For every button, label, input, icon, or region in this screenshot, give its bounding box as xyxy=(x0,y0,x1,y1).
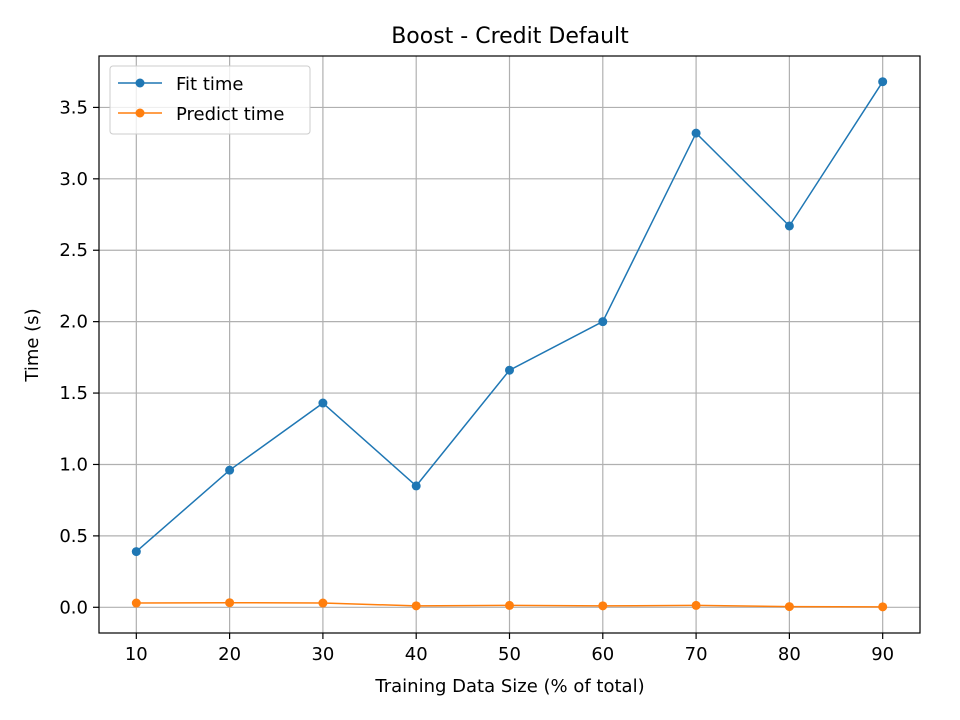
data-point-fit-time xyxy=(691,128,701,138)
y-tick-label: 3.0 xyxy=(59,169,88,190)
data-point-fit-time xyxy=(411,481,421,491)
legend-marker-fit-time xyxy=(135,78,145,88)
y-tick-label: 1.0 xyxy=(59,454,88,475)
x-axis-label: Training Data Size (% of total) xyxy=(374,676,644,697)
data-point-fit-time xyxy=(784,221,794,231)
data-point-predict-time xyxy=(225,598,235,608)
data-point-fit-time xyxy=(225,465,235,475)
y-tick-label: 3.5 xyxy=(59,97,88,118)
legend-marker-predict-time xyxy=(135,108,145,118)
y-tick-label: 2.0 xyxy=(59,312,88,333)
data-point-predict-time xyxy=(691,600,701,610)
axis-ticks: 10 20 30 40 50 60 70 80 90 0.0 0.5 1.0 1.5 2.0 2.5 3.0 3… xyxy=(59,97,894,665)
x-tick-label: 50 xyxy=(498,644,521,665)
y-tick-label: 0.5 xyxy=(59,526,88,547)
plot-frame xyxy=(98,55,921,634)
y-tick-label: 2.5 xyxy=(59,240,88,261)
x-tick-label: 30 xyxy=(311,644,334,665)
y-axis-label: Time (s) xyxy=(22,308,43,382)
x-tick-label: 70 xyxy=(685,644,708,665)
chart-title: Boost - Credit Default xyxy=(391,24,629,49)
legend: Fit time Predict time xyxy=(109,65,311,135)
y-tick-label: 1.5 xyxy=(59,383,88,404)
data-point-predict-time xyxy=(318,598,328,608)
data-point-fit-time xyxy=(598,317,608,327)
legend-label-predict-time: Predict time xyxy=(176,104,284,125)
data-point-predict-time xyxy=(598,601,608,611)
x-tick-label: 90 xyxy=(871,644,894,665)
legend-label-fit-time: Fit time xyxy=(176,74,244,95)
x-tick-label: 10 xyxy=(125,644,148,665)
data-series xyxy=(131,77,888,612)
data-point-predict-time xyxy=(784,602,794,612)
data-point-fit-time xyxy=(878,77,888,87)
y-tick-label: 0.0 xyxy=(59,597,88,618)
x-tick-label: 80 xyxy=(778,644,801,665)
data-point-fit-time xyxy=(318,398,328,408)
data-point-predict-time xyxy=(411,601,421,611)
data-point-fit-time xyxy=(131,547,141,557)
x-tick-label: 60 xyxy=(591,644,614,665)
grid-lines xyxy=(99,56,920,633)
x-tick-label: 40 xyxy=(405,644,428,665)
x-tick-label: 20 xyxy=(218,644,241,665)
data-point-predict-time xyxy=(131,598,141,608)
data-point-fit-time xyxy=(505,365,514,375)
data-point-predict-time xyxy=(505,600,514,610)
data-point-predict-time xyxy=(878,602,888,612)
